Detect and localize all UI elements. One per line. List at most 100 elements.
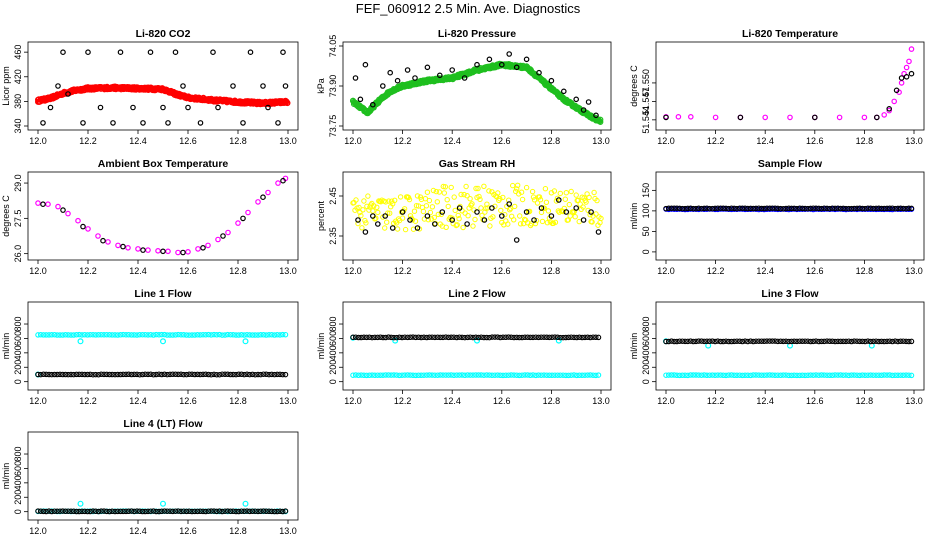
data-point bbox=[242, 338, 249, 345]
x-tick-label: 12.4 bbox=[129, 396, 147, 406]
data-point bbox=[549, 334, 555, 341]
data-point bbox=[134, 508, 140, 514]
data-point bbox=[876, 372, 882, 378]
y-axis-label: kPa bbox=[316, 78, 326, 94]
data-point bbox=[783, 338, 789, 345]
data-point bbox=[70, 332, 77, 338]
data-point bbox=[277, 332, 283, 338]
data-point bbox=[37, 371, 44, 378]
data-point bbox=[867, 338, 874, 345]
data-point bbox=[818, 205, 825, 212]
data-point bbox=[112, 371, 118, 378]
data-point bbox=[737, 114, 744, 121]
data-point bbox=[873, 338, 879, 344]
data-point bbox=[739, 372, 746, 379]
data-point bbox=[40, 332, 47, 338]
plot-frame bbox=[27, 301, 299, 391]
data-point bbox=[723, 338, 729, 344]
data-point bbox=[79, 508, 85, 515]
data-point bbox=[161, 331, 168, 338]
x-tick-label: 12.8 bbox=[229, 526, 247, 536]
data-point bbox=[851, 205, 857, 212]
data-point bbox=[396, 334, 403, 341]
data-point bbox=[854, 372, 860, 378]
data-point bbox=[165, 120, 171, 126]
data-point bbox=[487, 223, 493, 229]
data-point bbox=[474, 337, 481, 344]
data-point bbox=[92, 508, 99, 515]
x-tick-label: 12.6 bbox=[179, 396, 197, 406]
data-point bbox=[500, 372, 506, 379]
data-point bbox=[429, 204, 436, 210]
data-point bbox=[225, 229, 231, 236]
data-point bbox=[353, 197, 359, 203]
data-point bbox=[766, 205, 773, 212]
data-point bbox=[687, 372, 694, 378]
y-tick-label: 74.05 bbox=[328, 35, 338, 58]
data-point bbox=[160, 500, 167, 507]
data-point bbox=[665, 372, 672, 378]
data-point bbox=[472, 216, 478, 223]
data-point bbox=[725, 338, 732, 345]
data-point bbox=[109, 332, 115, 338]
data-point bbox=[227, 508, 234, 515]
data-point bbox=[595, 372, 602, 378]
data-point bbox=[584, 334, 591, 341]
data-point bbox=[903, 338, 909, 345]
x-tick-label: 12.4 bbox=[443, 136, 461, 146]
data-point bbox=[593, 372, 599, 379]
data-point bbox=[125, 331, 132, 338]
data-point bbox=[495, 190, 501, 196]
data-point bbox=[445, 334, 452, 341]
data-point bbox=[464, 193, 470, 199]
y-tick-label: 800 bbox=[641, 317, 651, 332]
data-point bbox=[382, 334, 389, 341]
data-point bbox=[588, 209, 594, 215]
data-point bbox=[511, 372, 517, 378]
data-point bbox=[117, 371, 124, 378]
data-point bbox=[818, 338, 825, 345]
data-point bbox=[441, 190, 447, 196]
x-tick-label: 12.8 bbox=[856, 266, 874, 276]
data-point bbox=[103, 371, 110, 378]
plot-frame bbox=[655, 301, 925, 391]
data-point bbox=[736, 338, 743, 345]
series-line-2-black- bbox=[350, 334, 602, 341]
chart-title: Sample Flow bbox=[758, 158, 823, 170]
y-axis-label: ml/min bbox=[316, 333, 326, 360]
data-point bbox=[123, 371, 129, 378]
data-point bbox=[685, 338, 691, 345]
data-point bbox=[544, 220, 551, 226]
data-point bbox=[753, 338, 759, 344]
data-point bbox=[903, 372, 909, 378]
data-point bbox=[252, 371, 258, 378]
series-co2-black- bbox=[40, 49, 289, 126]
data-point bbox=[407, 372, 414, 378]
data-point bbox=[723, 205, 729, 212]
data-point bbox=[60, 207, 66, 213]
y-tick-label: 51.547 bbox=[641, 88, 651, 116]
data-point bbox=[572, 214, 578, 220]
y-tick-label: 200 bbox=[13, 490, 23, 505]
data-point bbox=[257, 508, 264, 515]
data-point bbox=[279, 331, 286, 338]
data-point bbox=[120, 371, 126, 378]
data-point bbox=[211, 508, 217, 514]
data-point bbox=[462, 334, 468, 341]
data-point bbox=[897, 338, 904, 345]
data-point bbox=[213, 371, 220, 378]
data-point bbox=[555, 197, 562, 203]
data-point bbox=[591, 189, 597, 196]
y-axis-label: degrees C bbox=[1, 195, 11, 237]
data-point bbox=[252, 332, 258, 338]
data-point bbox=[742, 338, 748, 344]
data-point bbox=[777, 338, 784, 345]
data-point bbox=[898, 75, 905, 81]
data-point bbox=[908, 338, 915, 345]
x-tick-label: 12.8 bbox=[543, 266, 561, 276]
data-point bbox=[362, 61, 369, 68]
data-point bbox=[445, 372, 452, 378]
data-point bbox=[255, 199, 261, 205]
data-point bbox=[462, 372, 468, 379]
data-point bbox=[62, 371, 69, 378]
